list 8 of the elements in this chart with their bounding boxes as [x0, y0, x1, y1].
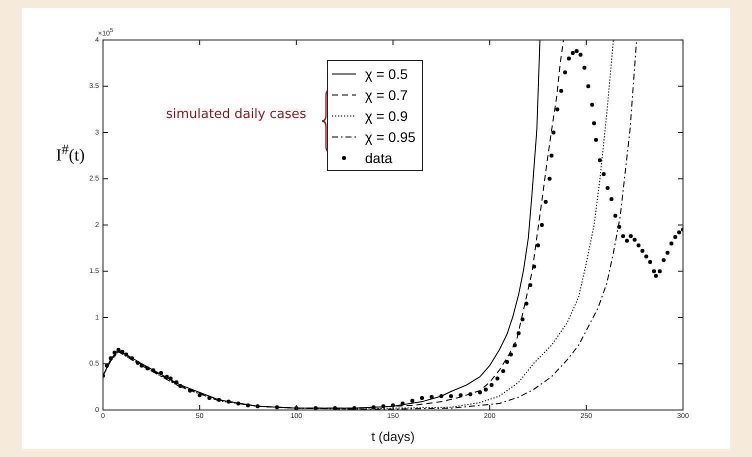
- annotation: simulated daily cases: [166, 107, 306, 122]
- legend-label: χ = 0.95: [365, 128, 416, 144]
- legend-label: data: [365, 150, 392, 166]
- legend-label: χ = 0.9: [365, 108, 408, 124]
- legend-label: χ = 0.5: [365, 66, 408, 82]
- x-axis-title: t (days): [371, 428, 415, 444]
- legend-label: χ = 0.7: [365, 86, 408, 102]
- y-axis-title: I$^{#}$(t): [56, 142, 85, 166]
